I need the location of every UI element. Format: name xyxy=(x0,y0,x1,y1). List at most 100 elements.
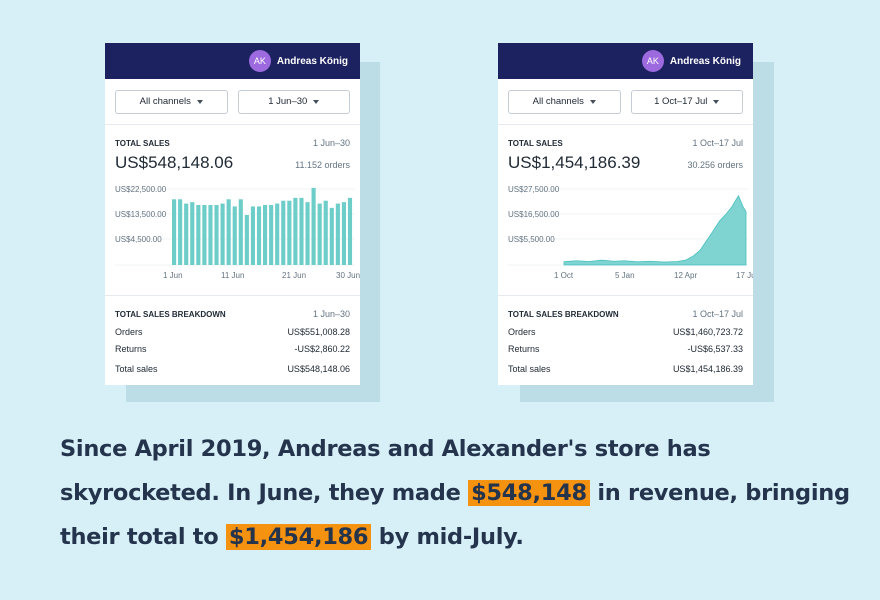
total-sales-amount: US$1,454,186.39 xyxy=(508,153,641,172)
x-tick-label: 21 Jun xyxy=(282,271,306,280)
date-range-label: 1 Oct–17 Jul xyxy=(654,96,708,107)
breakdown-value: US$1,454,186.39 xyxy=(672,364,743,374)
sales-bar xyxy=(299,197,304,265)
date-range-select[interactable]: 1 Jun–30 xyxy=(237,89,350,114)
sales-breakdown-section: TOTAL SALES BREAKDOWN 1 Oct–17 Jul Order… xyxy=(498,296,753,374)
breakdown-row: Total sales US$1,454,186.39 xyxy=(498,364,753,374)
sales-bar xyxy=(269,205,274,265)
sales-bar xyxy=(172,199,177,265)
chevron-down-icon xyxy=(196,99,203,104)
top-bar: AK Andreas König xyxy=(105,43,360,79)
user-name[interactable]: Andreas König xyxy=(669,55,741,67)
breakdown-row: Total sales US$548,148.06 xyxy=(105,364,360,374)
breakdown-value: US$1,460,723.72 xyxy=(672,327,743,337)
breakdown-label: Total sales xyxy=(508,364,551,374)
sales-bar xyxy=(263,205,268,265)
total-sales-period: 1 Oct–17 Jul xyxy=(692,138,743,148)
orders-count: 11.152 orders xyxy=(295,160,350,170)
sales-bar xyxy=(184,203,189,265)
sales-breakdown-section: TOTAL SALES BREAKDOWN 1 Jun–30 Orders US… xyxy=(105,296,360,374)
breakdown-row: Returns -US$6,537.33 xyxy=(498,344,753,354)
sales-bar xyxy=(220,203,225,265)
sales-bar xyxy=(311,187,316,265)
filters-bar: All channels 1 Jun–30 xyxy=(105,79,360,125)
x-tick-label: 1 Oct xyxy=(554,271,574,280)
chevron-down-icon xyxy=(313,99,320,104)
breakdown-label: Returns xyxy=(508,344,540,354)
total-sales-section: TOTAL SALES 1 Oct–17 Jul US$1,454,186.39… xyxy=(498,125,753,296)
total-sales-period: 1 Jun–30 xyxy=(312,138,350,148)
breakdown-period: 1 Jun–30 xyxy=(312,309,350,319)
breakdown-row: Returns -US$2,860.22 xyxy=(105,344,360,354)
chevron-down-icon xyxy=(713,99,720,104)
total-sales-heading: TOTAL SALES xyxy=(508,139,563,148)
x-tick-label: 5 Jan xyxy=(615,271,635,280)
sales-bar xyxy=(178,199,183,265)
sales-bar xyxy=(208,205,213,265)
sales-bar xyxy=(250,206,255,265)
sales-bar xyxy=(317,203,322,265)
x-tick-label: 12 Apr xyxy=(674,271,697,280)
year-analytics-card: AK Andreas König All channels 1 Oct–17 J… xyxy=(498,43,753,385)
user-name[interactable]: Andreas König xyxy=(276,55,348,67)
total-sales-amount: US$548,148.06 xyxy=(115,153,234,172)
breakdown-label: Returns xyxy=(115,344,147,354)
y-tick-label: US$5,500.00 xyxy=(508,235,555,244)
sales-bar xyxy=(329,207,334,265)
highlight-total-revenue: $1,454,186 xyxy=(225,524,372,550)
sales-area-chart: US$27,500.00 US$16,500.00 US$5,500.00 1 … xyxy=(508,185,753,280)
breakdown-heading: TOTAL SALES BREAKDOWN xyxy=(508,310,619,319)
breakdown-value: -US$2,860.22 xyxy=(294,344,350,354)
sales-bar xyxy=(214,205,219,265)
date-range-label: 1 Jun–30 xyxy=(268,96,308,107)
sales-bar xyxy=(287,200,292,265)
sales-bar xyxy=(196,205,201,265)
daily-sales-bar-chart: US$22,500.00 US$13,500.00 US$4,500.00 1 … xyxy=(115,185,360,280)
date-range-select[interactable]: 1 Oct–17 Jul xyxy=(630,89,743,114)
breakdown-label: Total sales xyxy=(115,364,158,374)
june-analytics-card: AK Andreas König All channels 1 Jun–30 T… xyxy=(105,43,360,385)
sales-bar xyxy=(305,202,310,265)
x-tick-label: 30 Jun xyxy=(336,271,360,280)
top-bar: AK Andreas König xyxy=(498,43,753,79)
sales-bar xyxy=(232,206,237,265)
channel-select[interactable]: All channels xyxy=(508,89,621,114)
sales-bar xyxy=(202,205,207,265)
breakdown-value: US$548,148.06 xyxy=(287,364,350,374)
sales-bar xyxy=(226,199,231,265)
caption-text: Since April 2019, Andreas and Alexander'… xyxy=(60,427,860,559)
highlight-june-revenue: $548,148 xyxy=(468,480,590,506)
y-tick-label: US$22,500.00 xyxy=(115,185,167,194)
sales-bar xyxy=(190,202,195,265)
sales-bar xyxy=(256,206,262,265)
y-tick-label: US$16,500.00 xyxy=(508,210,560,219)
channel-select-label: All channels xyxy=(139,96,191,107)
y-tick-label: US$4,500.00 xyxy=(115,235,162,244)
avatar[interactable]: AK xyxy=(641,50,664,72)
filters-bar: All channels 1 Oct–17 Jul xyxy=(498,79,753,125)
sales-area-series xyxy=(563,194,747,266)
sales-bar xyxy=(275,203,280,265)
y-tick-label: US$13,500.00 xyxy=(115,210,167,219)
sales-bar xyxy=(293,197,298,265)
sales-bar xyxy=(335,203,340,265)
breakdown-value: US$551,008.28 xyxy=(287,327,350,337)
total-sales-heading: TOTAL SALES xyxy=(115,139,170,148)
sales-bar xyxy=(238,199,243,265)
sales-bar xyxy=(244,215,249,265)
chevron-down-icon xyxy=(589,99,596,104)
breakdown-label: Orders xyxy=(115,327,143,337)
breakdown-row: Orders US$551,008.28 xyxy=(105,327,360,337)
total-sales-section: TOTAL SALES 1 Jun–30 US$548,148.06 11.15… xyxy=(105,125,360,296)
breakdown-value: -US$6,537.33 xyxy=(687,344,743,354)
breakdown-heading: TOTAL SALES BREAKDOWN xyxy=(115,310,226,319)
channel-select[interactable]: All channels xyxy=(115,89,228,114)
x-tick-label: 11 Jun xyxy=(221,271,244,280)
sales-bar xyxy=(341,202,346,265)
caption-part: by mid-July. xyxy=(371,524,524,550)
avatar[interactable]: AK xyxy=(248,50,271,72)
orders-count: 30.256 orders xyxy=(687,160,743,170)
x-tick-label: 17 Jul xyxy=(736,271,753,280)
sales-bar xyxy=(347,197,353,265)
breakdown-row: Orders US$1,460,723.72 xyxy=(498,327,753,337)
